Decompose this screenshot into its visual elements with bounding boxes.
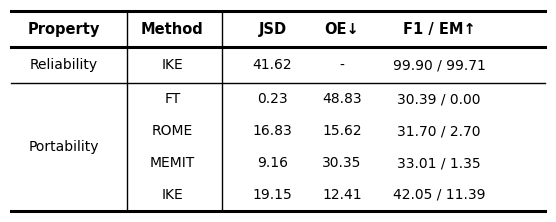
Text: Reliability: Reliability xyxy=(30,58,98,72)
Text: IKE: IKE xyxy=(161,188,183,202)
Text: 48.83: 48.83 xyxy=(322,92,362,106)
Text: IKE: IKE xyxy=(161,58,183,72)
Text: ROME: ROME xyxy=(152,124,193,138)
Text: 33.01 / 1.35: 33.01 / 1.35 xyxy=(398,156,481,170)
Text: 41.62: 41.62 xyxy=(252,58,292,72)
Text: Portability: Portability xyxy=(29,140,99,154)
Text: Property: Property xyxy=(28,22,100,37)
Text: FT: FT xyxy=(164,92,181,106)
Text: 30.39 / 0.00: 30.39 / 0.00 xyxy=(398,92,481,106)
Text: 0.23: 0.23 xyxy=(257,92,288,106)
Text: 15.62: 15.62 xyxy=(322,124,362,138)
Text: JSD: JSD xyxy=(259,22,286,37)
Text: 19.15: 19.15 xyxy=(252,188,292,202)
Text: Method: Method xyxy=(141,22,203,37)
Text: 42.05 / 11.39: 42.05 / 11.39 xyxy=(393,188,485,202)
Text: OE↓: OE↓ xyxy=(325,22,359,37)
Text: 9.16: 9.16 xyxy=(257,156,288,170)
Text: 12.41: 12.41 xyxy=(322,188,362,202)
Text: MEMIT: MEMIT xyxy=(150,156,195,170)
Text: -: - xyxy=(340,58,344,72)
Text: F1 / EM↑: F1 / EM↑ xyxy=(403,22,475,37)
Text: 99.90 / 99.71: 99.90 / 99.71 xyxy=(393,58,486,72)
Text: 31.70 / 2.70: 31.70 / 2.70 xyxy=(398,124,481,138)
Text: 30.35: 30.35 xyxy=(322,156,361,170)
Text: 16.83: 16.83 xyxy=(252,124,292,138)
